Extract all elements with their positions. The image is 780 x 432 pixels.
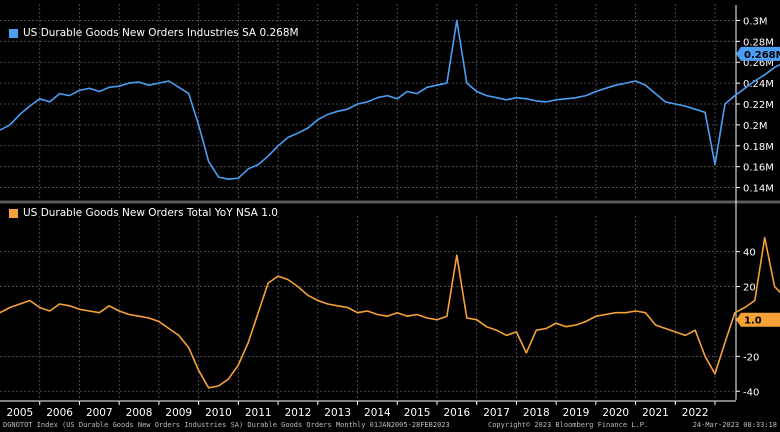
x-tick-label: 2020 (602, 407, 629, 419)
bottom-ytick-label: -20 (743, 352, 759, 363)
bottom-legend-label: US Durable Goods New Orders Total YoY NS… (23, 207, 278, 219)
bottom-ytick-label: -40 (743, 387, 759, 398)
bottom-last-value-tag (736, 312, 780, 327)
top-series-line (0, 19, 780, 180)
x-tick-label: 2005 (6, 407, 33, 419)
x-tick-label: 2016 (443, 407, 470, 419)
x-tick-label: 2015 (404, 407, 431, 419)
x-tick-label: 2022 (682, 407, 709, 419)
bottom-legend: US Durable Goods New Orders Total YoY NS… (9, 207, 278, 219)
footer-timestamp: 24-Mar-2023 08:33:18 (692, 421, 777, 429)
footer: DGNOTOT Index (US Durable Goods New Orde… (0, 420, 780, 432)
top-legend-label: US Durable Goods New Orders Industries S… (23, 27, 299, 39)
x-tick-label: 2009 (165, 407, 192, 419)
top-ytick-label: 0.26M (743, 58, 774, 69)
footer-copyright: Copyright© 2023 Bloomberg Finance L.P. (488, 421, 649, 429)
bottom-ytick-label: 20 (743, 283, 756, 294)
bottom-legend-swatch (9, 208, 18, 218)
top-ytick-label: 0.3M (743, 16, 768, 27)
x-tick-label: 2017 (483, 407, 510, 419)
x-tick-label: 2019 (563, 407, 590, 419)
x-tick-label: 2012 (285, 407, 312, 419)
x-tick-label: 2011 (245, 407, 272, 419)
x-tick-label: 2014 (364, 407, 391, 419)
top-ytick-label: 0.14M (743, 184, 774, 195)
top-last-value-label: 0.268M (744, 50, 780, 61)
top-ytick-label: 0.16M (743, 163, 774, 174)
top-ytick-label: 0.2M (743, 121, 768, 132)
bottom-ytick-label: 40 (743, 248, 756, 259)
top-ytick-label: 0.28M (743, 37, 774, 48)
x-tick-label: 2021 (642, 407, 669, 419)
x-tick-label: 2008 (126, 407, 153, 419)
x-tick-label: 2010 (205, 407, 232, 419)
top-legend: US Durable Goods New Orders Industries S… (9, 27, 299, 39)
footer-source: DGNOTOT Index (US Durable Goods New Orde… (3, 421, 450, 429)
top-ytick-label: 0.22M (743, 100, 774, 111)
top-ytick-label: 0.18M (743, 142, 774, 153)
x-tick-label: 2006 (46, 407, 73, 419)
bottom-last-value-label: 1.0 (744, 316, 762, 327)
top-ytick-label: 0.24M (743, 79, 774, 90)
x-tick-label: 2007 (86, 407, 113, 419)
top-last-value-tag (736, 46, 780, 61)
x-tick-label: 2018 (523, 407, 550, 419)
top-legend-swatch (9, 28, 18, 38)
x-tick-label: 2013 (324, 407, 351, 419)
bottom-series-line (0, 236, 780, 389)
